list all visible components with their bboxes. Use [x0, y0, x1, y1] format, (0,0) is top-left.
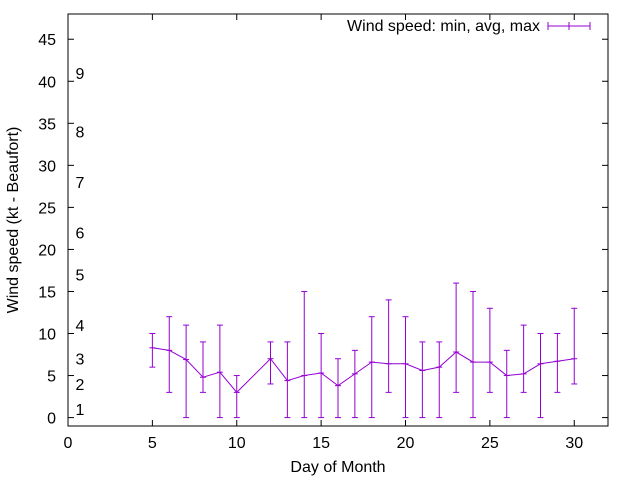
plot-frame	[67, 13, 609, 427]
x-tick-label: 0	[64, 435, 73, 452]
error-bar-point	[351, 349, 358, 419]
y-tick-label: 35	[38, 116, 56, 133]
error-bar-point	[200, 341, 206, 393]
beaufort-label: 1	[76, 402, 85, 419]
y-tick-label: 15	[38, 284, 56, 301]
error-bar-point	[537, 333, 544, 419]
error-bar-point	[301, 290, 308, 419]
y-tick-label: 25	[38, 200, 56, 217]
error-bar-point	[233, 375, 240, 419]
y-tick-label: 45	[38, 32, 56, 49]
error-bar-point	[267, 341, 274, 385]
y-tick-label: 40	[38, 74, 56, 91]
x-tick-label: 30	[565, 435, 583, 452]
x-tick-label: 15	[312, 435, 330, 452]
error-bar-point	[166, 316, 173, 393]
error-bar-point	[402, 316, 409, 419]
y-tick-label: 20	[38, 242, 56, 259]
beaufort-label: 6	[76, 226, 85, 243]
error-bar-point	[284, 341, 291, 419]
error-bar-point	[183, 324, 190, 419]
x-tick-label: 20	[397, 435, 415, 452]
beaufort-label: 4	[76, 318, 85, 335]
error-bar-point	[503, 349, 510, 419]
beaufort-label: 2	[76, 377, 85, 394]
error-bar-point	[520, 324, 527, 393]
y-axis-label: Wind speed (kt - Beaufort)	[5, 127, 22, 314]
y-tick-label: 30	[38, 158, 56, 175]
error-bar-point	[453, 282, 460, 393]
beaufort-label: 5	[76, 268, 85, 285]
error-bar-point	[385, 299, 392, 393]
beaufort-label: 9	[76, 66, 85, 83]
x-tick-label: 5	[148, 435, 157, 452]
error-bar-point	[216, 324, 223, 419]
error-bar-point	[419, 341, 426, 419]
beaufort-labels: 1 2 3 4 5 6 7 8 9	[76, 66, 85, 419]
avg-line	[152, 347, 575, 394]
error-bar-point	[554, 333, 561, 393]
error-bar-point	[436, 341, 443, 419]
error-bar-point	[486, 307, 493, 393]
x-tick-label: 25	[481, 435, 499, 452]
error-bar-point	[571, 307, 578, 385]
x-tick-label: 10	[228, 435, 246, 452]
error-bar-point	[149, 333, 156, 368]
y-tick-label: 10	[38, 327, 56, 344]
error-bar-point	[335, 358, 341, 419]
beaufort-label: 3	[76, 352, 85, 369]
series-layer	[149, 282, 578, 419]
error-bar-point	[470, 290, 476, 419]
y-tick-label: 0	[47, 411, 56, 428]
legend-label: Wind speed: min, avg, max	[347, 18, 540, 35]
error-bar-point	[318, 333, 325, 419]
beaufort-label: 7	[76, 175, 85, 192]
y-tick-label: 5	[47, 369, 56, 386]
beaufort-label: 8	[76, 125, 85, 142]
legend: Wind speed: min, avg, max	[347, 18, 591, 35]
x-axis-label: Day of Month	[290, 459, 385, 476]
error-bar-point	[368, 316, 375, 419]
